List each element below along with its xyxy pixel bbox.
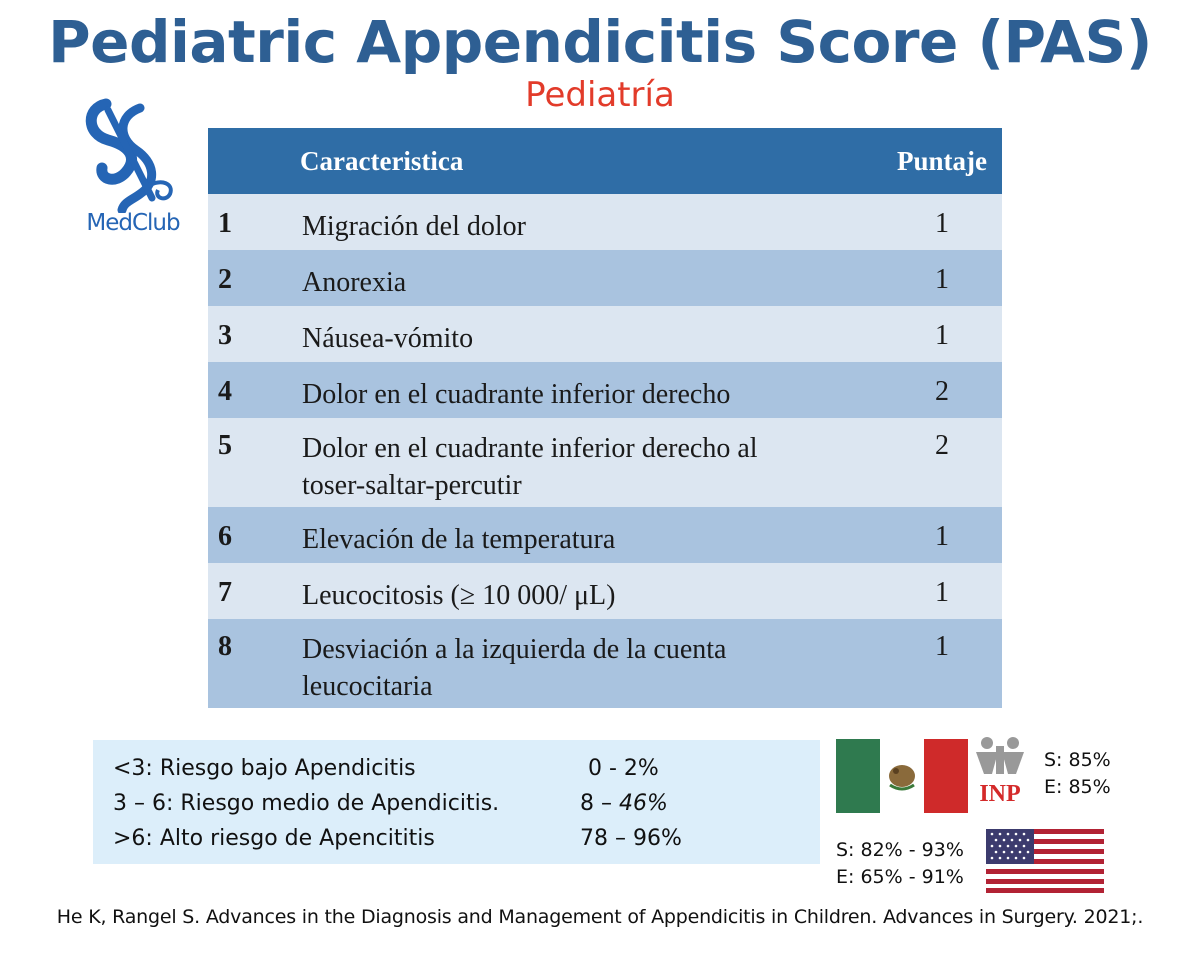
mexico-sensitivity: S: 85%: [1044, 749, 1111, 771]
logo-text: MedClub: [86, 210, 180, 236]
row-score: 1: [935, 631, 949, 662]
row-description: Anorexia: [302, 267, 407, 298]
risk-label: 3 – 6: Riesgo medio de Apendicitis.: [113, 791, 500, 816]
risk-value: 8 – 46%: [580, 791, 668, 816]
row-score: 1: [935, 264, 949, 295]
row-description: Desviación a la izquierda de la cuenta le…: [302, 634, 727, 702]
row-score: 1: [935, 521, 949, 552]
table-header: Caracteristica Puntaje: [208, 128, 1002, 194]
table-row: 6 Elevación de la temperatura 1: [208, 507, 1002, 563]
header-num: [208, 128, 300, 194]
table-row: 1 Migración del dolor 1: [208, 194, 1002, 250]
table-row: 5 Dolor en el cuadrante inferior derecho…: [208, 418, 1002, 507]
row-score: 1: [935, 320, 949, 351]
usa-sensitivity: S: 82% - 93%: [836, 839, 964, 861]
risk-value: 0 - 2%: [588, 756, 659, 781]
row-number: 4: [218, 376, 232, 407]
row-number: 1: [218, 208, 232, 239]
page-title: Pediatric Appendicitis Score (PAS): [48, 8, 1152, 76]
row-number: 7: [218, 577, 232, 608]
risk-label: >6: Alto riesgo de Apencititis: [113, 826, 435, 851]
row-number: 5: [218, 430, 232, 461]
caduceus-icon: [85, 98, 173, 215]
usa-flag-icon: [986, 829, 1104, 893]
usa-stats: S: 82% - 93% E: 65% - 91%: [836, 837, 964, 891]
row-score: 2: [935, 430, 949, 461]
row-score: 2: [935, 376, 949, 407]
table-row: 7 Leucocitosis (≥ 10 000/ μL) 1: [208, 563, 1002, 619]
page-subtitle: Pediatría: [525, 75, 675, 115]
row-description: Náusea-vómito: [302, 323, 474, 354]
table-row: 4 Dolor en el cuadrante inferior derecho…: [208, 362, 1002, 418]
row-description: Dolor en el cuadrante inferior derecho a…: [302, 433, 758, 501]
risk-summary-box: <3: Riesgo bajo Apendicitis 0 - 2% 3 – 6…: [93, 740, 820, 864]
table-row: 8 Desviación a la izquierda de la cuenta…: [208, 619, 1002, 708]
mexico-specificity: E: 85%: [1044, 776, 1111, 798]
mexico-flag-icon: [836, 739, 968, 813]
risk-value: 78 – 96%: [580, 826, 682, 851]
header-characteristic: Caracteristica: [300, 128, 882, 194]
row-description: Migración del dolor: [302, 211, 526, 242]
row-description: Dolor en el cuadrante inferior derecho: [302, 379, 731, 410]
header-score: Puntaje: [882, 128, 1002, 194]
row-number: 2: [218, 264, 232, 295]
row-score: 1: [935, 208, 949, 239]
inp-logo-text: INP: [979, 781, 1021, 807]
mexico-stats: S: 85% E: 85%: [1044, 747, 1111, 801]
medclub-logo: MedClub: [78, 98, 188, 246]
pas-table: Caracteristica Puntaje 1 Migración del d…: [208, 128, 1002, 708]
row-number: 8: [218, 631, 232, 662]
row-score: 1: [935, 577, 949, 608]
row-number: 3: [218, 320, 232, 351]
inp-logo-icon: INP: [972, 736, 1028, 807]
table-row: 2 Anorexia 1: [208, 250, 1002, 306]
risk-label: <3: Riesgo bajo Apendicitis: [113, 756, 416, 781]
row-description: Elevación de la temperatura: [302, 524, 616, 555]
reference-citation: He K, Rangel S. Advances in the Diagnosi…: [56, 906, 1144, 928]
row-description: Leucocitosis (≥ 10 000/ μL): [302, 580, 616, 611]
usa-specificity: E: 65% - 91%: [836, 866, 964, 888]
table-row: 3 Náusea-vómito 1: [208, 306, 1002, 362]
row-number: 6: [218, 521, 232, 552]
